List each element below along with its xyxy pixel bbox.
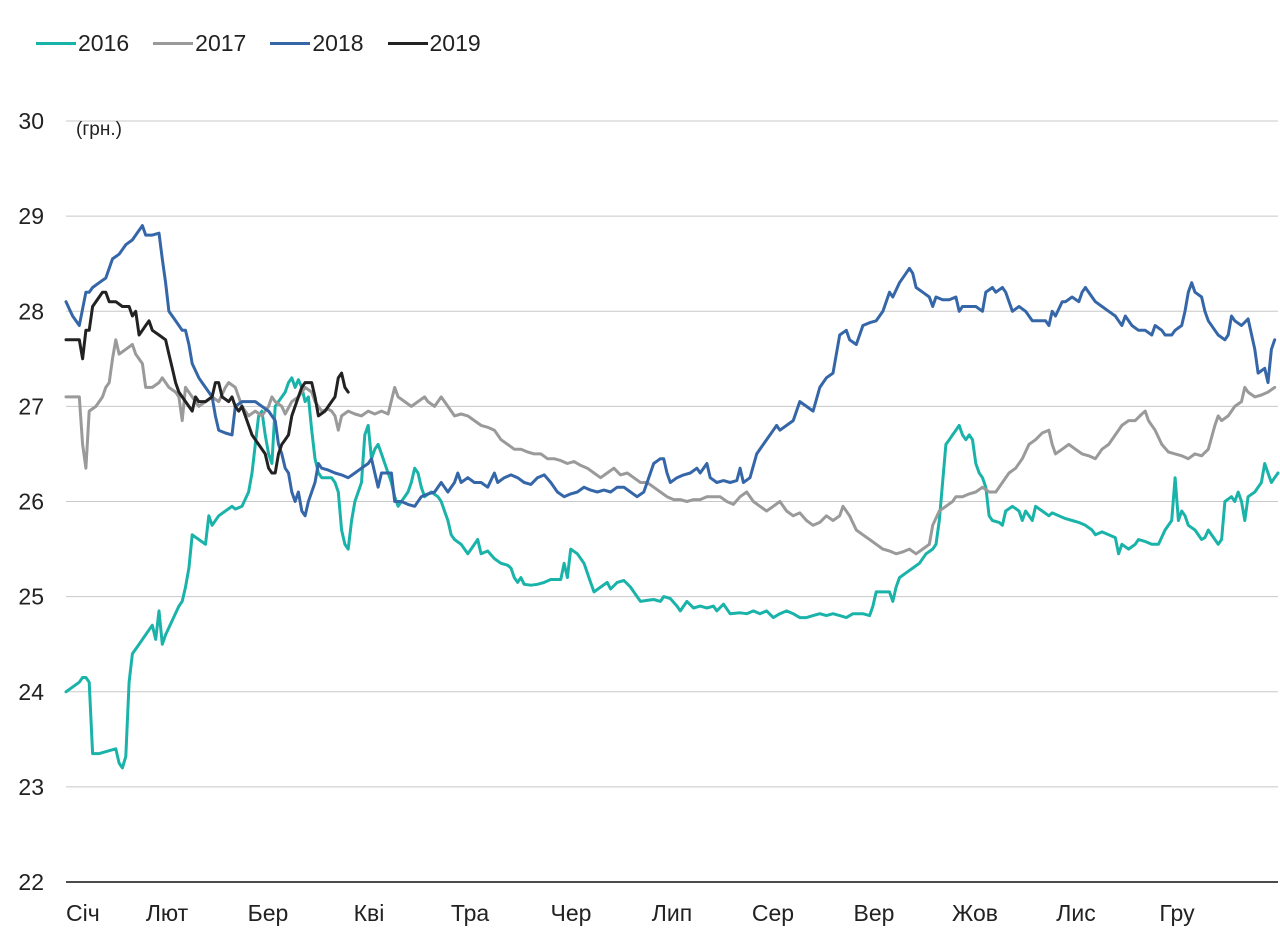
x-tick-label: Лис (1056, 900, 1095, 926)
y-tick-label: 22 (18, 869, 44, 895)
y-tick-label: 29 (18, 203, 44, 229)
x-tick-label: Чер (551, 900, 592, 926)
legend-item-2018[interactable]: 2018 (270, 29, 364, 57)
legend-label-2019: 2019 (429, 29, 481, 56)
x-tick-label: Жов (952, 900, 998, 926)
x-axis: Січ Лют Бер Кві Тра Чер Лип Сер Вер Жов Лис Гру (66, 900, 1195, 926)
legend-item-2016[interactable]: 2016 (36, 30, 129, 57)
legend-label-2016: 2016 (78, 29, 130, 56)
series-line-2018 (64, 224, 1277, 518)
x-tick-label: Гру (1159, 900, 1195, 926)
y-tick-label: 27 (18, 393, 44, 419)
legend-item-2017[interactable]: 2017 (153, 30, 246, 57)
x-tick-label: Вер (854, 900, 895, 926)
y-axis: 22 23 24 25 26 27 28 29 30 (18, 108, 44, 895)
legend-swatch-2016 (36, 41, 76, 45)
series-line-2019 (64, 290, 350, 475)
y-tick-label: 26 (18, 489, 44, 515)
x-tick-label: Тра (451, 900, 490, 926)
y-tick-label: 25 (18, 584, 44, 610)
x-tick-label: Кві (354, 900, 385, 926)
x-tick-label: Лют (146, 900, 189, 926)
unit-label: (грн.) (76, 119, 122, 140)
legend-label-2018: 2018 (312, 29, 364, 56)
legend-label-2017: 2017 (195, 29, 247, 56)
legend-item-2019[interactable]: 2019 (387, 29, 481, 57)
series-lines (64, 224, 1280, 770)
series-line-2017 (64, 338, 1277, 556)
y-tick-label: 23 (18, 774, 44, 800)
x-tick-label: Бер (248, 900, 289, 926)
legend-swatch-2018 (270, 41, 311, 45)
legend-swatch-2017 (153, 41, 194, 45)
y-tick-label: 28 (18, 298, 44, 324)
legend: 2016 2017 2018 2019 (36, 26, 505, 60)
series-line-2016 (64, 376, 1280, 770)
legend-swatch-2019 (387, 41, 428, 45)
y-tick-label: 24 (18, 679, 44, 705)
gridlines (66, 120, 1278, 788)
x-tick-label: Січ (66, 900, 100, 926)
x-tick-label: Лип (652, 900, 692, 926)
y-tick-label: 30 (18, 108, 44, 134)
x-tick-label: Сер (752, 900, 794, 926)
